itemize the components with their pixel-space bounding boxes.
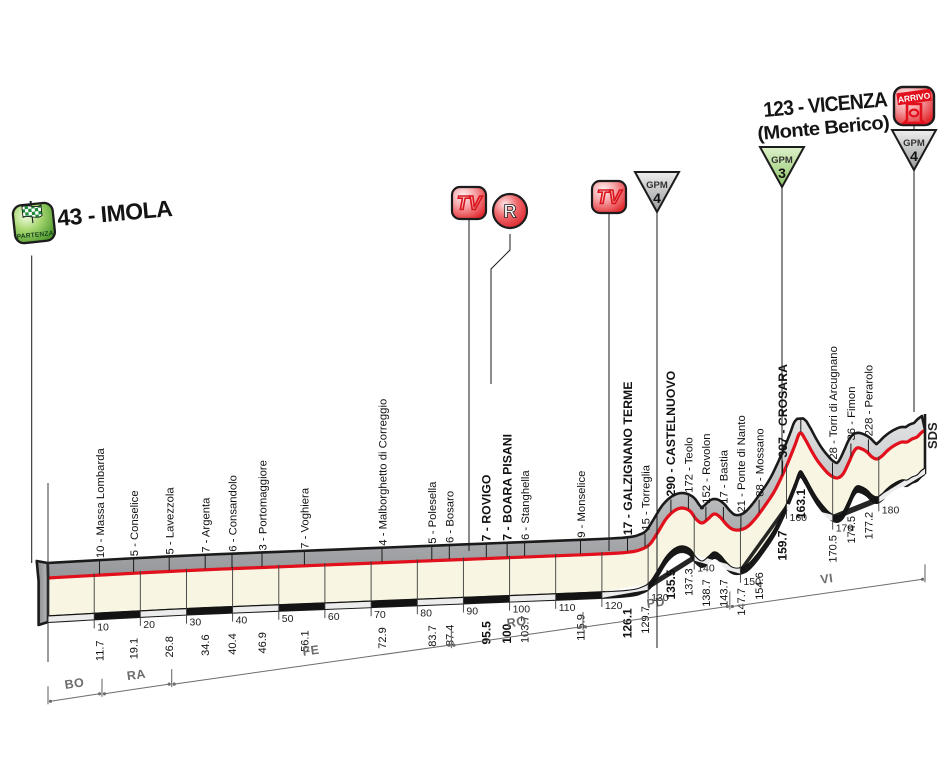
svg-text:143.7: 143.7 bbox=[718, 579, 730, 607]
svg-text:R: R bbox=[504, 202, 517, 222]
svg-text:7 - BOARA PISANI: 7 - BOARA PISANI bbox=[500, 434, 514, 541]
svg-text:135.5: 135.5 bbox=[664, 569, 678, 599]
svg-text:SDS: SDS bbox=[925, 422, 940, 449]
svg-text:17 - GALZIGNANO TERME: 17 - GALZIGNANO TERME bbox=[621, 382, 635, 536]
svg-text:46.9: 46.9 bbox=[257, 632, 269, 653]
svg-text:TV: TV bbox=[597, 188, 623, 209]
svg-text:19.1: 19.1 bbox=[129, 638, 141, 659]
svg-text:3 - Portomaggiore: 3 - Portomaggiore bbox=[257, 460, 269, 550]
svg-text:5 - Lavezzola: 5 - Lavezzola bbox=[165, 487, 177, 555]
svg-text:4: 4 bbox=[653, 190, 661, 206]
svg-text:40: 40 bbox=[236, 615, 248, 627]
svg-text:5 - Conselice: 5 - Conselice bbox=[129, 490, 141, 556]
svg-text:152 - Rovolon: 152 - Rovolon bbox=[701, 433, 713, 503]
svg-text:80: 80 bbox=[420, 607, 432, 619]
svg-text:26.8: 26.8 bbox=[164, 636, 176, 657]
svg-text:RO: RO bbox=[506, 614, 527, 631]
svg-text:4 - Malborghetto di Correggio: 4 - Malborghetto di Correggio bbox=[377, 399, 389, 546]
svg-text:RA: RA bbox=[126, 667, 147, 683]
svg-text:11.7: 11.7 bbox=[95, 641, 107, 662]
svg-text:163.1: 163.1 bbox=[794, 489, 808, 519]
svg-text:140: 140 bbox=[697, 563, 715, 575]
svg-text:TV: TV bbox=[457, 194, 483, 215]
svg-text:159.7: 159.7 bbox=[776, 530, 790, 560]
svg-text:172 - Teolo: 172 - Teolo bbox=[684, 437, 696, 493]
svg-text:5 - Polesella: 5 - Polesella bbox=[427, 481, 439, 544]
svg-text:83.7: 83.7 bbox=[427, 625, 439, 646]
svg-text:7 - Voghiera: 7 - Voghiera bbox=[300, 487, 312, 549]
svg-text:6 - Stanghella: 6 - Stanghella bbox=[520, 470, 532, 540]
svg-text:4: 4 bbox=[910, 148, 918, 164]
svg-text:170.5: 170.5 bbox=[828, 535, 840, 563]
svg-text:90: 90 bbox=[466, 606, 478, 618]
svg-text:60: 60 bbox=[328, 611, 340, 623]
svg-text:177.2: 177.2 bbox=[863, 512, 875, 540]
svg-text:30: 30 bbox=[190, 617, 202, 629]
svg-text:7 - Argenta: 7 - Argenta bbox=[201, 497, 213, 553]
svg-text:138.7: 138.7 bbox=[701, 579, 713, 607]
svg-text:FE: FE bbox=[302, 643, 321, 659]
svg-text:88 - Mossano: 88 - Mossano bbox=[754, 428, 766, 496]
svg-text:28 - Torri di Arcugnano: 28 - Torri di Arcugnano bbox=[828, 346, 840, 459]
svg-text:VI: VI bbox=[820, 571, 835, 587]
svg-text:50: 50 bbox=[282, 613, 294, 625]
svg-text:BO: BO bbox=[64, 675, 85, 692]
svg-text:34.6: 34.6 bbox=[200, 634, 212, 655]
svg-text:21 - Ponte di Nanto: 21 - Ponte di Nanto bbox=[736, 415, 748, 512]
svg-text:228 - Perarolo: 228 - Perarolo bbox=[864, 365, 876, 437]
svg-text:PD: PD bbox=[646, 595, 666, 611]
svg-text:87.4: 87.4 bbox=[444, 625, 456, 646]
svg-text:43 - IMOLA: 43 - IMOLA bbox=[56, 195, 173, 231]
svg-text:110: 110 bbox=[559, 602, 576, 614]
svg-text:6 - Consandolo: 6 - Consandolo bbox=[227, 475, 239, 552]
svg-text:9 - Monselice: 9 - Monselice bbox=[576, 471, 588, 538]
svg-text:40.4: 40.4 bbox=[227, 633, 239, 654]
svg-text:180: 180 bbox=[882, 504, 900, 516]
svg-text:137.3: 137.3 bbox=[683, 568, 695, 596]
svg-text:10 - Massa Lombarda: 10 - Massa Lombarda bbox=[95, 447, 107, 558]
svg-text:290 - CASTELNUOVO: 290 - CASTELNUOVO bbox=[664, 370, 678, 496]
svg-text:70: 70 bbox=[374, 609, 386, 621]
svg-text:147.7: 147.7 bbox=[736, 588, 748, 616]
svg-text:36 - Fimon: 36 - Fimon bbox=[846, 387, 858, 441]
svg-text:174.5: 174.5 bbox=[846, 516, 858, 544]
svg-text:6 - Bosaro: 6 - Bosaro bbox=[445, 491, 457, 543]
svg-text:126.1: 126.1 bbox=[621, 608, 635, 638]
svg-text:7 - ROVIGO: 7 - ROVIGO bbox=[480, 474, 494, 541]
svg-text:17 - Bastia: 17 - Bastia bbox=[719, 449, 731, 504]
svg-text:154.6: 154.6 bbox=[754, 572, 766, 600]
svg-text:3: 3 bbox=[778, 165, 786, 181]
svg-text:20: 20 bbox=[143, 619, 155, 631]
svg-text:15 - Torreglia: 15 - Torreglia bbox=[640, 464, 652, 530]
svg-text:10: 10 bbox=[97, 621, 109, 633]
svg-text:72.9: 72.9 bbox=[377, 627, 389, 648]
svg-text:397 - CROSARA: 397 - CROSARA bbox=[776, 364, 790, 458]
